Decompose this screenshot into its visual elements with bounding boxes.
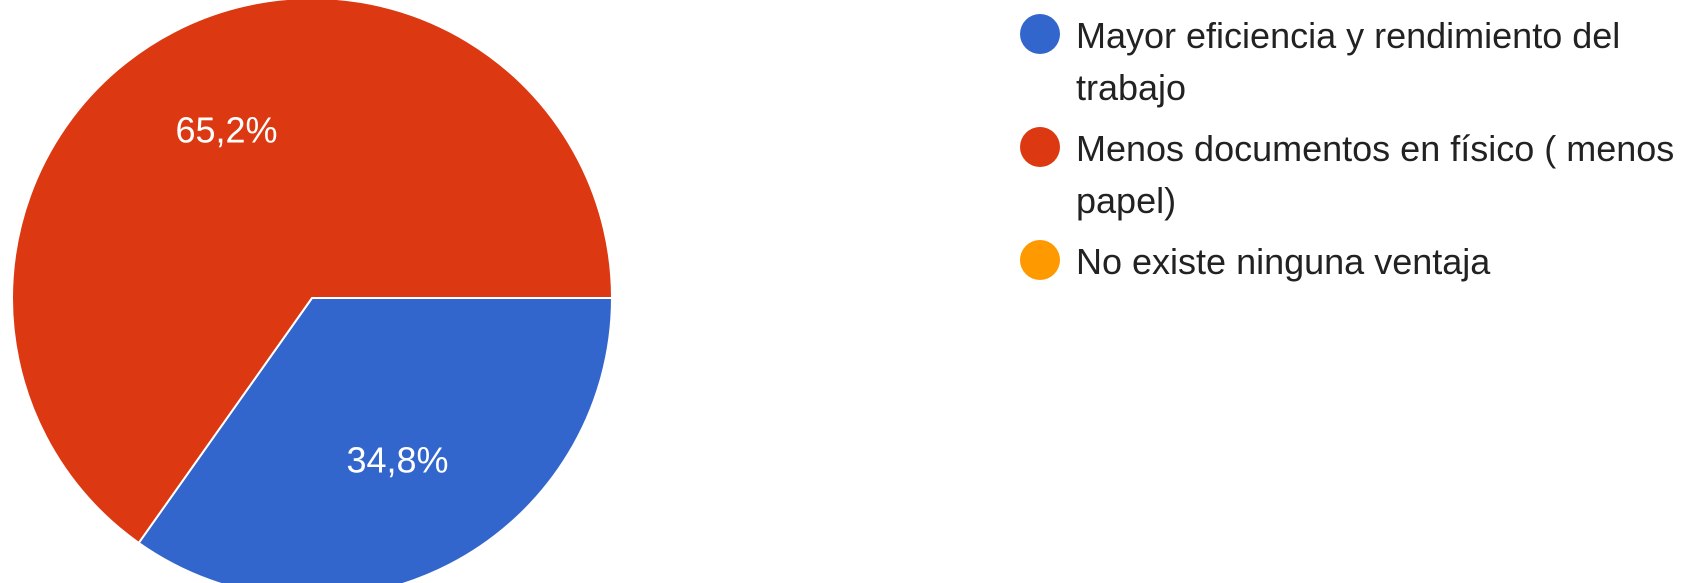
pie-slice-0[interactable]	[137, 297, 614, 583]
legend-label: Menos documentos en físico ( menos papel…	[1076, 128, 1675, 221]
pie-chart: 34,8% 65,2%	[11, 0, 614, 583]
legend: Mayor eficiencia y rendimiento del traba…	[1020, 10, 1700, 297]
legend-item-eficiencia[interactable]: Mayor eficiencia y rendimiento del traba…	[1020, 10, 1700, 114]
legend-swatch-red-icon	[1020, 127, 1060, 167]
legend-item-menos-papel[interactable]: Menos documentos en físico ( menos papel…	[1020, 123, 1700, 227]
legend-label: Mayor eficiencia y rendimiento del traba…	[1076, 15, 1621, 108]
pie-slices	[11, 0, 614, 583]
pie-slice-labels: 34,8% 65,2%	[175, 109, 448, 480]
legend-label: No existe ninguna ventaja	[1076, 241, 1491, 282]
legend-swatch-orange-icon	[1020, 240, 1060, 280]
pie-slice-1[interactable]	[11, 0, 614, 545]
pie-slice-label-0: 34,8%	[346, 440, 448, 481]
legend-swatch-blue-icon	[1020, 14, 1060, 54]
legend-item-ninguna-ventaja[interactable]: No existe ninguna ventaja	[1020, 236, 1700, 288]
pie-slice-label-1: 65,2%	[175, 109, 277, 150]
